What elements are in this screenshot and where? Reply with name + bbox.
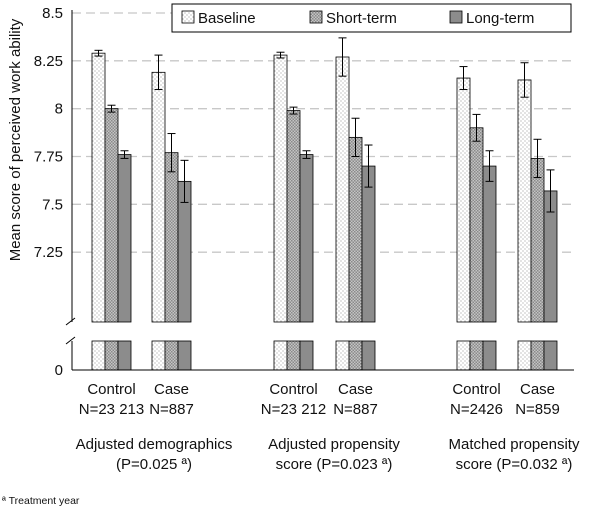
- footnote: ª Treatment year: [2, 495, 80, 507]
- bar: [299, 154, 314, 323]
- bar-lower: [543, 340, 558, 371]
- group-sublabel: (P=0.025 ª): [116, 456, 192, 473]
- bar: [361, 165, 376, 323]
- axis-break-mark: [65, 317, 76, 326]
- group-label: Matched propensity: [449, 436, 580, 453]
- bar: [91, 52, 106, 323]
- bar-lower: [151, 340, 166, 371]
- bar: [164, 152, 179, 323]
- bar-lower: [361, 340, 376, 371]
- bar-lower: [517, 340, 532, 371]
- group-label: Adjusted propensity: [268, 436, 400, 453]
- bar: [151, 71, 166, 323]
- bar: [469, 127, 484, 323]
- bar-lower: [273, 340, 288, 371]
- axis-break-mark: [65, 336, 76, 345]
- bar-lower: [456, 340, 471, 371]
- legend-swatch: [181, 10, 195, 24]
- category-label: Case: [154, 381, 189, 398]
- y-tick-label: 7.75: [34, 149, 63, 166]
- category-n-label: N=23 212: [261, 401, 326, 418]
- bar: [517, 79, 532, 323]
- legend-swatch: [309, 10, 323, 24]
- legend-label: Short-term: [326, 10, 397, 27]
- bar: [335, 56, 350, 323]
- y-tick-label: 7.25: [34, 244, 63, 261]
- bar: [348, 136, 363, 323]
- category-label: Control: [87, 381, 135, 398]
- legend-label: Long-term: [466, 10, 534, 27]
- bar: [286, 110, 301, 323]
- group-label: Adjusted demographics: [76, 436, 233, 453]
- y-axis-title: Mean score of perceived work ability: [7, 18, 24, 261]
- gridlines: [72, 12, 574, 253]
- bar-lower: [91, 340, 106, 371]
- y-tick-label: 7.5: [42, 196, 63, 213]
- group-sublabel: score (P=0.032 ª): [456, 456, 573, 473]
- category-label: Case: [520, 381, 555, 398]
- y-axis: 8.5 8.25 8 7.75 7.5 7.25 0: [34, 5, 574, 379]
- y-tick-label: 0: [55, 362, 63, 379]
- bar: [482, 165, 497, 323]
- bar-lower: [286, 340, 301, 371]
- category-n-label: N=2426: [450, 401, 503, 418]
- bar-lower: [335, 340, 350, 371]
- group-sublabel: score (P=0.023 ª): [276, 456, 393, 473]
- bar: [104, 108, 119, 323]
- bar: [117, 154, 132, 323]
- category-n-label: N=859: [515, 401, 560, 418]
- y-tick-label: 8: [55, 101, 63, 118]
- bar-lower: [530, 340, 545, 371]
- category-label: Control: [452, 381, 500, 398]
- category-label: Control: [269, 381, 317, 398]
- category-n-label: N=887: [149, 401, 194, 418]
- bar: [530, 158, 545, 323]
- bar: [273, 54, 288, 323]
- legend-swatch: [449, 10, 463, 24]
- y-tick-label: 8.25: [34, 53, 63, 70]
- bars-layer: [91, 52, 558, 371]
- bar-lower: [469, 340, 484, 371]
- y-tick-label: 8.5: [42, 5, 63, 22]
- bar-lower: [348, 340, 363, 371]
- bar-lower: [104, 340, 119, 371]
- error-bars-layer: [94, 37, 555, 213]
- bar-lower: [299, 340, 314, 371]
- bar: [456, 77, 471, 323]
- bar-lower: [482, 340, 497, 371]
- category-n-label: N=887: [333, 401, 378, 418]
- bar-lower: [164, 340, 179, 371]
- bar-lower: [117, 340, 132, 371]
- legend-box: [171, 3, 572, 33]
- bar-lower: [177, 340, 192, 371]
- legend: Baseline Short-term Long-term: [171, 3, 572, 33]
- category-n-label: N=23 213: [79, 401, 144, 418]
- category-label: Case: [338, 381, 373, 398]
- legend-label: Baseline: [198, 10, 256, 27]
- x-labels: Control N=23 213 Case N=887 Control N=23 212 C…: [76, 381, 580, 473]
